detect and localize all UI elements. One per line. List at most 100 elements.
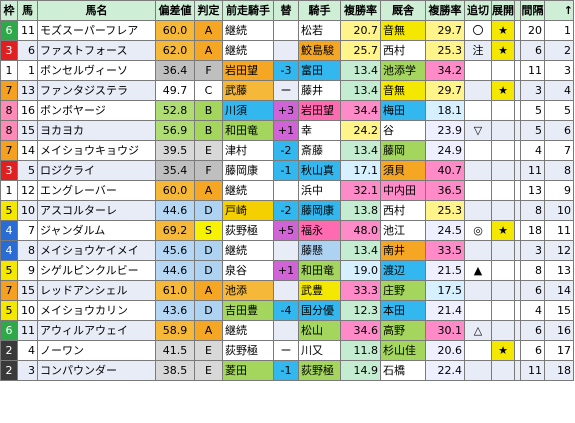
cell-tenkai [491, 60, 515, 81]
cell-srate: 29.7 [425, 20, 465, 41]
cell-frame: 2 [0, 340, 18, 361]
table-row[interactable]: 8 15 ヨカヨカ 56.9 B 和田竜 +1 幸 24.2 谷 23.9 ▽ 5 6 [0, 120, 574, 141]
column-header-8[interactable]: 複勝率 [340, 0, 381, 21]
table-row[interactable]: 4 7 ジャンダルム 69.2 S 荻野極 +5 福永 48.0 池江 24.5 ◎ ★ 18 11 [0, 220, 574, 241]
column-header-5[interactable]: 前走騎手 [222, 0, 274, 21]
column-header-15[interactable]: ↑ [544, 0, 574, 21]
cell-change [273, 40, 299, 61]
table-row[interactable]: 6 11 モズスーパーフレア 60.0 A 継続 松若 20.7 音無 29.7 〇 ★ 20 1 [0, 20, 574, 41]
cell-name: ヨカヨカ [37, 120, 156, 141]
cell-num: 6 [17, 40, 38, 61]
cell-srate: 25.3 [425, 40, 465, 61]
table-row[interactable]: 5 10 メイショウカリン 43.6 D 吉田豊 -4 国分優 12.3 本田 21.4 4 15 [0, 300, 574, 321]
cell-count: 4 [544, 80, 574, 101]
cell-interval: 11 [520, 360, 545, 381]
cell-name: レッドアンシェル [37, 280, 156, 301]
column-header-10[interactable]: 複勝率 [425, 0, 465, 21]
cell-change: +3 [273, 100, 299, 121]
table-row[interactable]: 3 5 ロジクライ 35.4 F 藤岡康 -1 秋山真 17.1 須貝 40.7 11 8 [0, 160, 574, 181]
table-row[interactable]: 7 13 ファンタジステラ 49.7 C 武藤ー藤井 13.4 音無 29.7 ★ 3 4 [0, 80, 574, 101]
cell-name: ボンセルヴィーソ [37, 60, 156, 81]
cell-jrate: 24.2 [340, 120, 381, 141]
cell-name: コンパウンダー [37, 360, 156, 381]
table-row[interactable]: 3 6 ファストフォース 62.0 A 継続 鮫島駿 25.7 西村 25.3 注 ★ 6 2 [0, 40, 574, 61]
cell-oikiri [464, 60, 492, 81]
table-row[interactable]: 2 4 ノーワン 41.5 E 荻野極ー川又 11.8 杉山佳 20.6 ★ 6 17 [0, 340, 574, 361]
table-row[interactable]: 4 8 メイショウケイメイ 45.6 D 継続 藤懸 13.4 南井 33.5 3 12 [0, 240, 574, 261]
cell-interval: 18 [520, 220, 545, 241]
cell-frame: 8 [0, 120, 18, 141]
table-row[interactable]: 5 10 アスコルターレ 44.6 D 戸崎 -2 藤岡康 13.8 西村 25.3 8 10 [0, 200, 574, 221]
table-row[interactable]: 8 16 ボンボヤージ 52.8 B 川須 +3 岩田望 34.4 梅田 18.1 5 5 [0, 100, 574, 121]
cell-jockey: 福永 [298, 220, 341, 241]
cell-score: 44.6 [155, 260, 195, 281]
cell-score: 45.6 [155, 240, 195, 261]
cell-srate: 24.5 [425, 220, 465, 241]
cell-name: モズスーパーフレア [37, 20, 156, 41]
cell-change [273, 20, 299, 41]
header-row: 枠馬馬名 偏差値 判定 前走騎手替騎手 複勝率 厩舎 複勝率 追切 展開 間隔 ↑ [0, 0, 574, 21]
cell-count: 18 [544, 360, 574, 381]
table-row[interactable]: 2 3 コンパウンダー 38.5 E 菱田 -1 荻野極 14.9 石橋 22.4 11 18 [0, 360, 574, 381]
cell-change [273, 180, 299, 201]
cell-num: 15 [17, 280, 38, 301]
cell-jockey: 松若 [298, 20, 341, 41]
cell-srate: 33.5 [425, 240, 465, 261]
table-row[interactable]: 7 15 レッドアンシェル 61.0 A 池添 武豊 33.3 庄野 17.5 6 14 [0, 280, 574, 301]
cell-num: 10 [17, 200, 38, 221]
cell-num: 11 [17, 20, 38, 41]
cell-oikiri: △ [464, 320, 492, 341]
column-header-1[interactable]: 馬 [17, 0, 38, 21]
cell-stable: 本田 [380, 300, 426, 321]
column-header-0[interactable]: 枠 [0, 0, 18, 21]
cell-oikiri [464, 80, 492, 101]
cell-change: ー [273, 340, 299, 361]
cell-jrate: 13.4 [340, 240, 381, 261]
column-header-3[interactable]: 偏差値 [155, 0, 195, 21]
column-header-6[interactable]: 替 [273, 0, 299, 21]
column-header-14[interactable]: 間隔 [520, 0, 545, 21]
cell-change: -4 [273, 300, 299, 321]
cell-oikiri: ◎ [464, 220, 492, 241]
cell-name: メイショウカリン [37, 300, 156, 321]
cell-grade: A [194, 320, 223, 341]
column-header-2[interactable]: 馬名 [37, 0, 156, 21]
cell-oikiri: 〇 [464, 20, 492, 41]
column-header-9[interactable]: 厩舎 [380, 0, 426, 21]
column-header-7[interactable]: 騎手 [298, 0, 341, 21]
cell-frame: 6 [0, 20, 18, 41]
cell-stable: 西村 [380, 40, 426, 61]
cell-interval: 6 [520, 320, 545, 341]
cell-change: -3 [273, 60, 299, 81]
cell-jrate: 48.0 [340, 220, 381, 241]
column-header-4[interactable]: 判定 [194, 0, 223, 21]
cell-name: ノーワン [37, 340, 156, 361]
column-header-11[interactable]: 追切 [464, 0, 492, 21]
cell-score: 38.5 [155, 360, 195, 381]
cell-num: 14 [17, 140, 38, 161]
cell-srate: 18.1 [425, 100, 465, 121]
cell-jrate: 25.7 [340, 40, 381, 61]
cell-srate: 24.9 [425, 140, 465, 161]
cell-srate: 22.4 [425, 360, 465, 381]
table-row[interactable]: 5 9 シゲルピンクルビー 44.6 D 泉谷 +1 和田竜 19.0 渡辺 21.5 ▲ 8 13 [0, 260, 574, 281]
cell-tenkai [491, 180, 515, 201]
cell-score: 69.2 [155, 220, 195, 241]
cell-stable: 音無 [380, 20, 426, 41]
cell-grade: B [194, 120, 223, 141]
cell-num: 1 [17, 60, 38, 81]
cell-srate: 29.7 [425, 80, 465, 101]
table-row[interactable]: 1 12 エングレーバー 60.0 A 継続 浜中 32.1 中内田 36.5 13 9 [0, 180, 574, 201]
cell-stable: 梅田 [380, 100, 426, 121]
cell-score: 56.9 [155, 120, 195, 141]
table-row[interactable]: 1 1 ボンセルヴィーソ 36.4 F 岩田望 -3 富田 13.4 池添学 34.2 11 3 [0, 60, 574, 81]
cell-name: ファストフォース [37, 40, 156, 61]
cell-tenkai: ★ [491, 40, 515, 61]
column-header-12[interactable]: 展開 [491, 0, 515, 21]
cell-interval: 3 [520, 240, 545, 261]
cell-num: 8 [17, 240, 38, 261]
table-row[interactable]: 7 14 メイショウキョウジ 39.5 E 津村 -2 斎藤 13.4 藤岡 24.9 4 7 [0, 140, 574, 161]
cell-stable: 庄野 [380, 280, 426, 301]
cell-srate: 21.5 [425, 260, 465, 281]
table-row[interactable]: 6 11 アウィルアウェイ 58.9 A 継続 松山 34.6 高野 30.1 △ 6 16 [0, 320, 574, 341]
